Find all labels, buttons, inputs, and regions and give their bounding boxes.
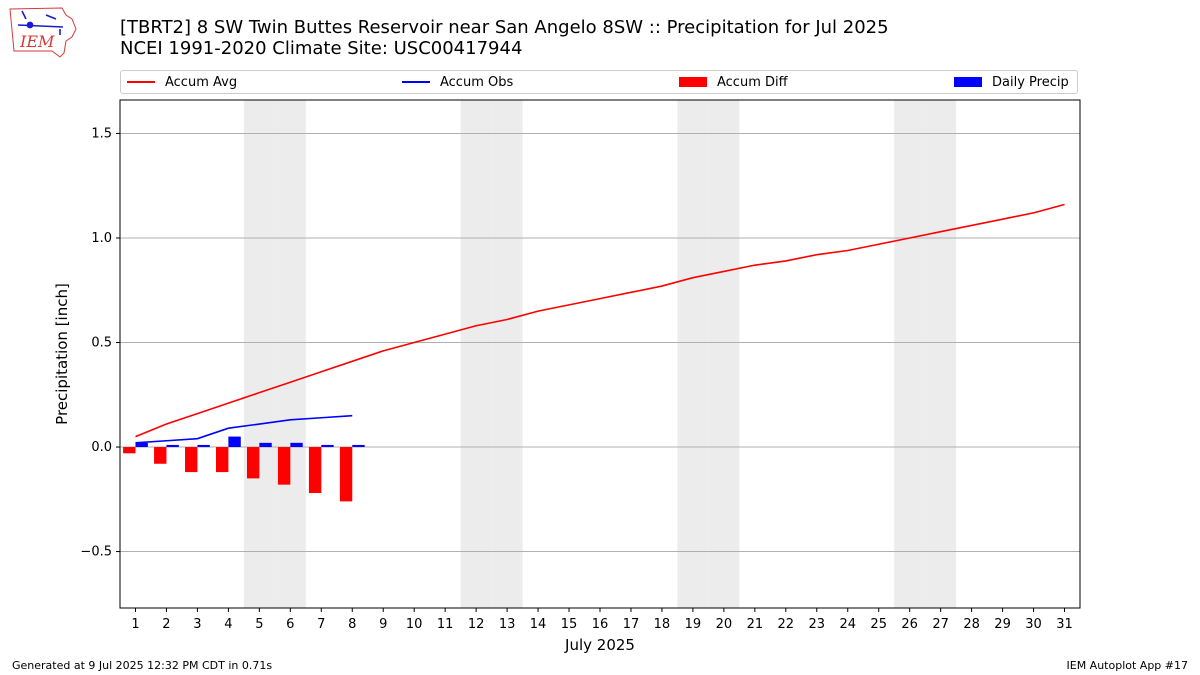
weekend-band [243,100,275,608]
y-tick-label: −0.5 [80,545,112,560]
daily-precip-bar [352,444,365,448]
weekend-band [677,100,709,608]
x-tick-label: 9 [379,617,387,632]
weather-station-icon [17,10,64,35]
daily-precip-bar [259,442,272,448]
x-tick-label: 3 [193,617,201,632]
legend-label-accum-obs: Accum Obs [440,74,514,90]
x-tick-label: 23 [809,617,826,632]
weekend-band [274,100,306,608]
x-tick-label: 12 [468,617,485,632]
daily-precip-bar [321,444,334,448]
accum-obs-line [135,414,353,444]
daily-precip-bar [197,444,210,448]
iowa-outline-icon [9,7,77,58]
logo-text: IEM [19,32,55,51]
x-tick-label: 18 [654,617,671,632]
legend-swatch-daily-precip [954,77,982,87]
x-tick-label: 22 [778,617,795,632]
daily-precip-bar [290,442,303,448]
weekend-band [460,100,492,608]
x-tick-label: 7 [317,617,325,632]
footer-generated: Generated at 9 Jul 2025 12:32 PM CDT in … [12,659,273,672]
x-tick-label: 24 [839,617,856,632]
x-tick-label: 31 [1056,617,1073,632]
y-tick-label: 1.5 [91,126,112,141]
legend-item-accum-obs: Accum Obs [402,71,513,93]
daily-precip-bar [228,436,241,448]
accum-diff-bar [308,447,322,494]
x-tick-label: 13 [499,617,516,632]
daily-precip-bar [166,444,179,448]
x-tick-label: 10 [406,617,423,632]
x-tick-label: 15 [561,617,578,632]
y-tick-label: 0.0 [91,440,112,455]
x-tick-label: 8 [348,617,356,632]
accum-diff-bar [185,447,198,473]
accum-diff-bar [154,447,167,464]
legend-swatch-accum-diff [679,77,707,87]
y-axis-label: Precipitation [inch] [53,283,71,425]
x-tick-label: 14 [530,617,547,632]
weekend-band [708,100,740,608]
legend-item-accum-avg: Accum Avg [127,71,237,93]
daily-precip-bar [135,442,148,448]
y-tick-label: 1.0 [91,231,112,246]
accum-diff-bar [123,447,136,454]
chart-legend: Accum Avg Accum Obs Accum Diff Daily Pre… [120,70,1078,94]
accum-avg-line [135,203,1065,438]
accum-diff-bar [277,447,291,485]
footer-app: IEM Autoplot App #17 [1066,659,1189,672]
accum-diff-bar [216,447,229,473]
legend-label-accum-avg: Accum Avg [165,74,238,90]
x-tick-label: 27 [932,617,949,632]
legend-swatch-accum-obs [402,81,430,83]
x-tick-label: 2 [162,617,170,632]
x-tick-label: 17 [623,617,640,632]
iem-logo: IEM [9,7,77,58]
x-tick-label: 25 [870,617,887,632]
x-tick-label: 11 [437,617,454,632]
legend-item-accum-diff: Accum Diff [679,71,788,93]
x-tick-label: 4 [224,617,232,632]
x-axis-label: July 2025 [564,636,635,654]
x-tick-label: 28 [963,617,980,632]
chart-title-block: [TBRT2] 8 SW Twin Buttes Reservoir near … [120,17,889,59]
x-tick-label: 20 [716,617,733,632]
legend-item-daily-precip: Daily Precip [954,71,1069,93]
x-tick-label: 26 [901,617,918,632]
accum-diff-bar [246,447,260,479]
y-tick-label: 0.5 [91,336,112,351]
legend-swatch-accum-avg [127,81,155,83]
x-tick-label: 19 [685,617,702,632]
legend-label-accum-diff: Accum Diff [717,74,788,90]
x-tick-label: 30 [1025,617,1042,632]
chart-title: [TBRT2] 8 SW Twin Buttes Reservoir near … [120,17,889,38]
chart-subtitle: NCEI 1991-2020 Climate Site: USC00417944 [120,38,523,59]
x-tick-label: 21 [747,617,764,632]
x-tick-label: 1 [131,617,139,632]
x-tick-label: 16 [592,617,609,632]
weekend-band [894,100,926,608]
x-tick-label: 29 [994,617,1011,632]
legend-label-daily-precip: Daily Precip [992,74,1069,90]
x-tick-label: 5 [255,617,263,632]
weekend-band [491,100,523,608]
accum-diff-bar [339,447,353,502]
weekend-band [925,100,957,608]
x-tick-label: 6 [286,617,294,632]
